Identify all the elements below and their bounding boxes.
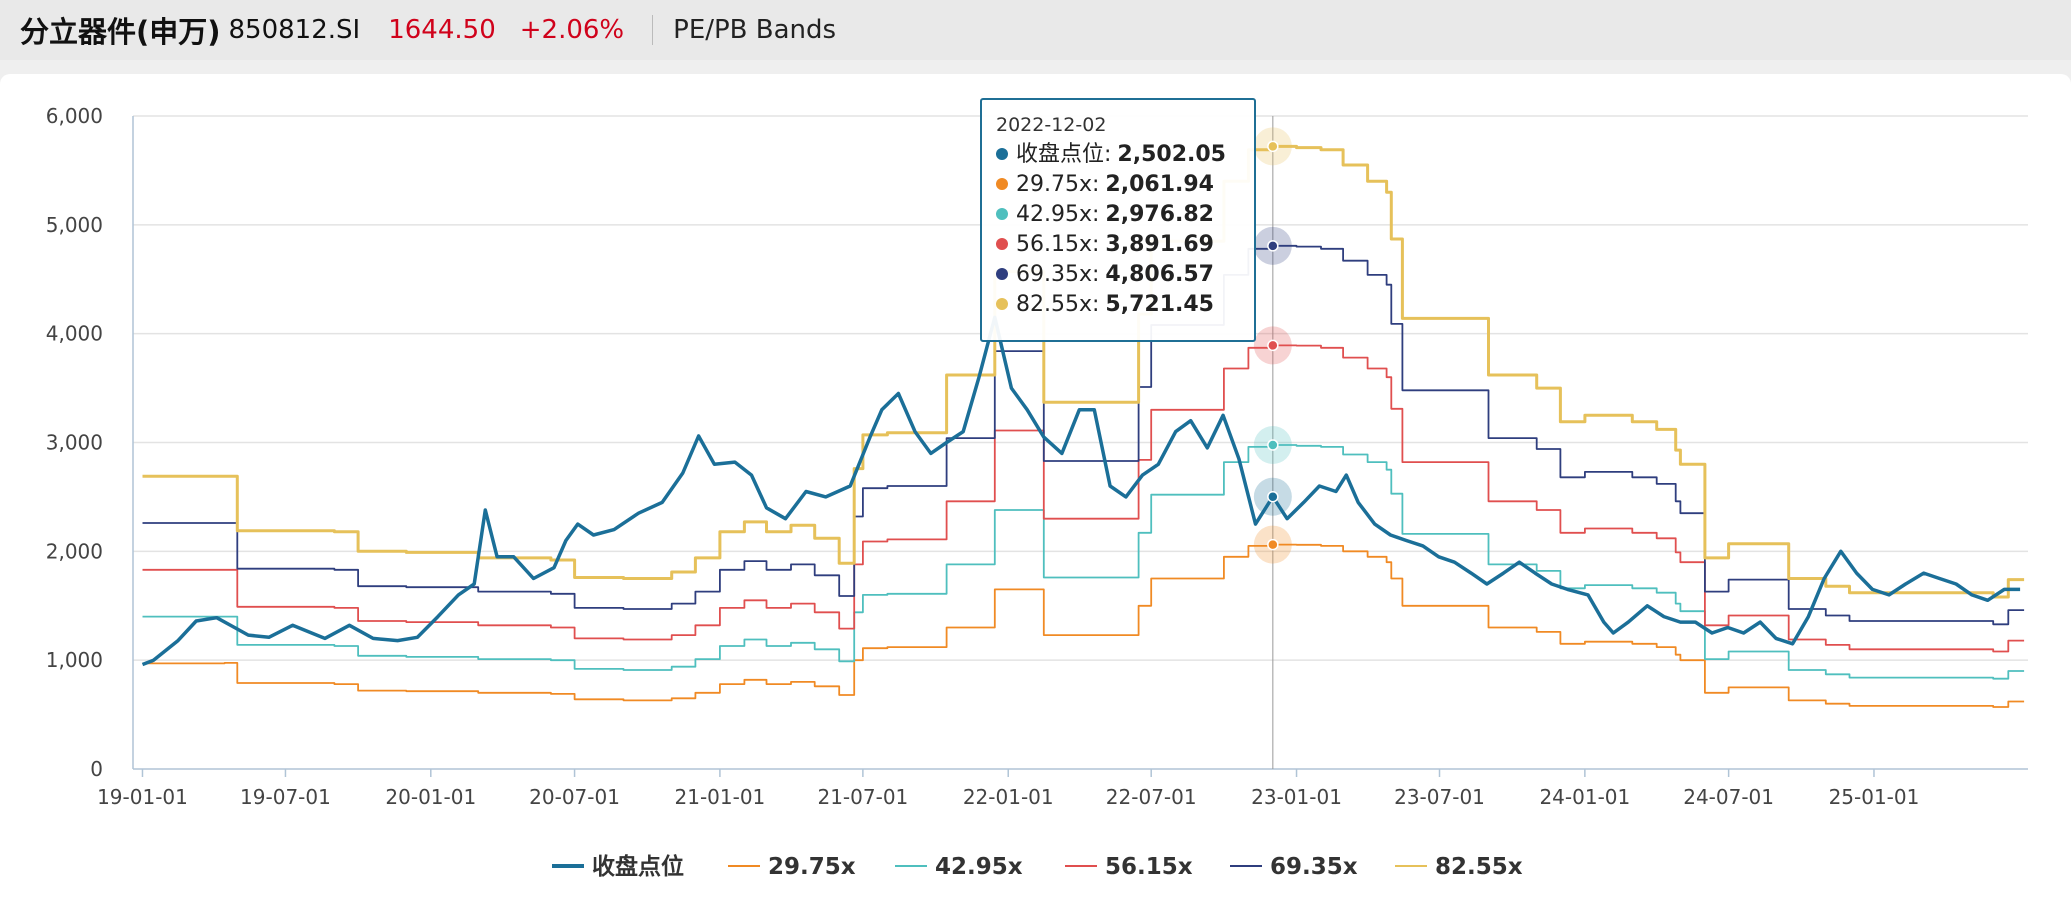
tooltip-series-name: 29.75x: — [1016, 172, 1100, 197]
x-tick-label: 20-01-01 — [385, 785, 476, 809]
tooltip-series-name: 69.35x: — [1016, 262, 1100, 287]
y-tick-label: 0 — [90, 757, 103, 781]
tooltip-series-name: 82.55x: — [1016, 292, 1100, 317]
series-dot-icon — [996, 178, 1008, 190]
x-tick-label: 21-01-01 — [675, 785, 766, 809]
x-tick-label: 25-01-01 — [1829, 785, 1920, 809]
x-tick-label: 22-01-01 — [963, 785, 1054, 809]
tooltip-series-value: 2,976.82 — [1105, 202, 1214, 227]
y-tick-label: 2,000 — [46, 539, 103, 563]
series-line-0 — [141, 315, 2021, 667]
tooltip-series-name: 收盘点位: — [1016, 142, 1112, 167]
series-dot-icon — [996, 148, 1008, 160]
chart-tooltip: 2022-12-02 收盘点位: 2,502.05 29.75x: 2,061.94 4… — [980, 98, 1256, 342]
series-line-1 — [142, 543, 2025, 708]
series-line-3 — [142, 344, 2025, 653]
series-line-2 — [142, 444, 2025, 680]
tooltip-row: 29.75x: 2,061.94 — [996, 170, 1254, 200]
chart-panel: 0 1,000 2,000 3,000 4,000 5,000 6,000 19-01-01 1… — [0, 74, 2071, 907]
highlight-point — [1267, 140, 1279, 153]
index-price: 1644.50 — [388, 15, 496, 45]
tooltip-series-value: 2,061.94 — [1105, 172, 1214, 197]
index-change: +2.06% — [519, 15, 625, 45]
x-tick-label: 23-01-01 — [1251, 785, 1342, 809]
tooltip-series-value: 2,502.05 — [1117, 142, 1226, 167]
series-dot-icon — [996, 298, 1008, 310]
header-bar: 分立器件(申万) 850812.SI 1644.50 +2.06% PE/PB … — [0, 0, 2071, 60]
y-tick-label: 1,000 — [46, 648, 103, 672]
tooltip-row: 42.95x: 2,976.82 — [996, 200, 1254, 230]
x-tick-label: 23-07-01 — [1394, 785, 1485, 809]
x-tick-label: 20-07-01 — [529, 785, 620, 809]
series-dot-icon — [996, 238, 1008, 250]
series-dot-icon — [996, 208, 1008, 220]
y-tick-label: 6,000 — [46, 104, 103, 128]
tooltip-series-value: 3,891.69 — [1105, 232, 1214, 257]
highlight-point — [1267, 339, 1279, 352]
legend-label[interactable]: 29.75x — [768, 854, 856, 880]
legend-label[interactable]: 82.55x — [1435, 854, 1523, 880]
x-tick-label: 24-07-01 — [1683, 785, 1774, 809]
legend-label[interactable]: 56.15x — [1105, 854, 1193, 880]
tooltip-series-value: 4,806.57 — [1105, 262, 1214, 287]
index-code: 850812.SI — [228, 15, 361, 45]
y-tick-label: 3,000 — [46, 431, 103, 455]
legend-label[interactable]: 收盘点位 — [592, 853, 684, 880]
tab-pe-pb-bands[interactable]: PE/PB Bands — [673, 15, 837, 45]
y-tick-label: 5,000 — [46, 213, 103, 237]
tooltip-row: 56.15x: 3,891.69 — [996, 230, 1254, 260]
x-tick-label: 19-07-01 — [240, 785, 331, 809]
header-divider — [652, 15, 654, 45]
legend-label[interactable]: 42.95x — [935, 854, 1023, 880]
index-name: 分立器件(申万) — [20, 15, 221, 49]
x-tick-label: 21-07-01 — [817, 785, 908, 809]
x-tick-label: 19-01-01 — [97, 785, 188, 809]
highlight-point — [1267, 439, 1279, 451]
tooltip-row: 收盘点位: 2,502.05 — [996, 140, 1254, 170]
tooltip-date: 2022-12-02 — [996, 114, 1107, 136]
series-dot-icon — [996, 268, 1008, 280]
tooltip-series-name: 42.95x: — [1016, 202, 1100, 227]
legend-label[interactable]: 69.35x — [1270, 854, 1358, 880]
x-tick-label: 22-07-01 — [1106, 785, 1197, 809]
tooltip-row: 69.35x: 4,806.57 — [996, 260, 1254, 290]
tooltip-series-name: 56.15x: — [1016, 232, 1100, 257]
x-tick-label: 24-01-01 — [1539, 785, 1630, 809]
tooltip-row: 82.55x: 5,721.45 — [996, 290, 1254, 320]
highlight-point — [1267, 240, 1279, 252]
highlight-point — [1267, 538, 1279, 551]
tooltip-series-value: 5,721.45 — [1105, 292, 1214, 317]
highlight-point — [1267, 490, 1279, 503]
y-tick-label: 4,000 — [46, 322, 103, 346]
